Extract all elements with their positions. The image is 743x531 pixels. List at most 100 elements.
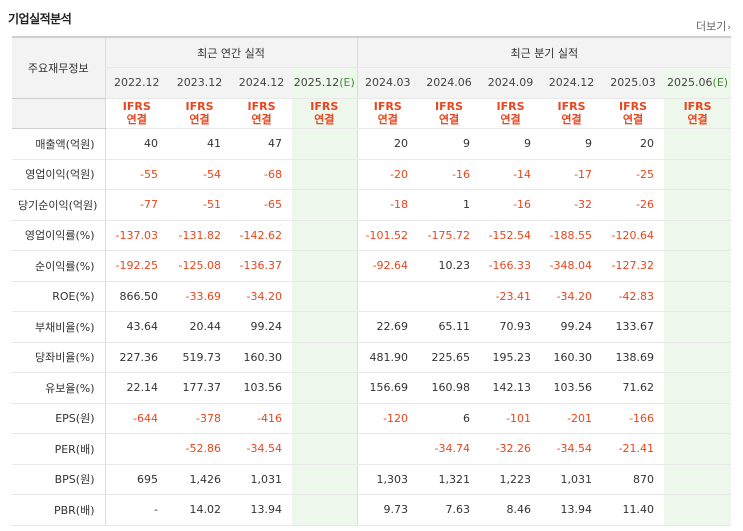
ifrs-badge: IFRS 연결	[541, 98, 603, 129]
table-cell	[418, 281, 481, 312]
table-cell	[664, 402, 732, 434]
table-cell: 1,031	[231, 464, 292, 495]
table-cell	[292, 250, 358, 282]
table-cell	[292, 402, 358, 434]
table-cell: -175.72	[418, 219, 481, 251]
period-header: 2025.03	[602, 67, 665, 99]
table-cell	[292, 342, 358, 373]
ifrs-label-cell	[12, 98, 105, 129]
table-cell: -101	[480, 402, 542, 434]
table-cell: -166	[602, 402, 665, 434]
ifrs-text: IFRS	[435, 100, 464, 114]
table-cell: 99.24	[231, 311, 292, 343]
table-cell	[664, 494, 732, 526]
ifrs-text: IFRS	[122, 100, 151, 114]
chevron-right-icon: ›	[727, 23, 731, 33]
table-cell: -34.74	[418, 433, 481, 465]
table-cell: 1,031	[541, 464, 603, 495]
table-cell: 43.64	[104, 311, 168, 343]
table-cell: 481.90	[356, 342, 419, 373]
table-cell: -65	[231, 189, 292, 221]
row-label: 부채비율(%)	[12, 311, 105, 343]
table-cell: 11.40	[602, 494, 665, 526]
table-cell: 1,426	[168, 464, 231, 495]
table-row: 영업이익(억원) -55 -54 -68 -20 -16 -14 -17 -25	[12, 159, 732, 190]
table-cell	[664, 281, 732, 312]
ifrs-text: IFRS	[557, 100, 586, 114]
table-cell	[292, 311, 358, 343]
table-cell: 142.13	[480, 372, 542, 404]
period-header: 2023.12	[168, 67, 231, 99]
table-cell	[292, 128, 358, 160]
table-row: ROE(%) 866.50 -33.69 -34.20 -23.41 -34.20 -42.…	[12, 281, 732, 312]
row-label: BPS(원)	[12, 464, 105, 495]
table-cell: 22.14	[104, 372, 168, 404]
period-header: 2024.12	[231, 67, 292, 99]
table-cell: -127.32	[602, 250, 665, 282]
table-cell: 519.73	[168, 342, 231, 373]
table-cell	[292, 189, 358, 221]
table-cell: -26	[602, 189, 665, 221]
row-label: EPS(원)	[12, 402, 105, 434]
consolidated-text: 연결	[126, 113, 147, 127]
row-label: PER(배)	[12, 433, 105, 465]
table-cell: -52.86	[168, 433, 231, 465]
period-header: 2024.12	[541, 67, 603, 99]
ifrs-text: IFRS	[185, 100, 214, 114]
row-label: 영업이익률(%)	[12, 219, 105, 251]
table-cell: -131.82	[168, 219, 231, 251]
table-cell	[664, 159, 732, 190]
table-cell: 227.36	[104, 342, 168, 373]
table-cell: -51	[168, 189, 231, 221]
table-row: 매출액(억원) 40 41 47 20 9 9 9 20	[12, 128, 732, 160]
table-cell: 1,223	[480, 464, 542, 495]
ifrs-badge: IFRS 연결	[418, 98, 481, 129]
table-cell: -33.69	[168, 281, 231, 312]
table-row: 부채비율(%) 43.64 20.44 99.24 22.69 65.11 70.93 99.…	[12, 311, 732, 343]
table-cell: -32.26	[480, 433, 542, 465]
ifrs-text: IFRS	[683, 100, 712, 114]
table-cell: 7.63	[418, 494, 481, 526]
table-cell: -34.54	[231, 433, 292, 465]
table-cell: 138.69	[602, 342, 665, 373]
table-cell: 40	[104, 128, 168, 160]
consolidated-text: 연결	[251, 113, 272, 127]
table-cell: -101.52	[356, 219, 419, 251]
table-cell	[292, 372, 358, 404]
row-label: 영업이익(억원)	[12, 159, 105, 190]
table-cell	[664, 433, 732, 465]
table-cell: -378	[168, 402, 231, 434]
section-title: 기업실적분석	[8, 12, 72, 26]
ifrs-badge: IFRS 연결	[104, 98, 168, 129]
table-cell: 9	[541, 128, 603, 160]
table-cell: -416	[231, 402, 292, 434]
period-header: 2025.12(E)	[292, 67, 358, 99]
table-cell: 14.02	[168, 494, 231, 526]
period-header: 2024.09	[480, 67, 542, 99]
table-body: 매출액(억원) 40 41 47 20 9 9 9 20 영업이익(억원) -55 -54 -68 -20…	[12, 128, 732, 526]
table-cell: -16	[418, 159, 481, 190]
consolidated-text: 연결	[377, 113, 398, 127]
table-cell	[292, 281, 358, 312]
table-cell: 8.46	[480, 494, 542, 526]
table-cell	[104, 433, 168, 465]
period-header-row: 2022.12 2023.12 2024.12 2025.12(E) 2024.03 20…	[12, 67, 732, 99]
row-label: 당기순이익(억원)	[12, 189, 105, 221]
table-cell: -125.08	[168, 250, 231, 282]
consolidated-text: 연결	[687, 113, 708, 127]
table-cell: -120.64	[602, 219, 665, 251]
table-cell: 870	[602, 464, 665, 495]
ifrs-text: IFRS	[619, 100, 648, 114]
table-cell: 160.30	[541, 342, 603, 373]
table-cell: -142.62	[231, 219, 292, 251]
table-cell: -68	[231, 159, 292, 190]
table-cell: -192.25	[104, 250, 168, 282]
table-cell: 70.93	[480, 311, 542, 343]
ifrs-badge: IFRS 연결	[356, 98, 419, 129]
more-link[interactable]: 더보기›	[696, 18, 731, 34]
ifrs-text: IFRS	[247, 100, 276, 114]
table-row: BPS(원) 695 1,426 1,031 1,303 1,321 1,223 1,031 8…	[12, 464, 732, 495]
table-cell: 160.98	[418, 372, 481, 404]
estimate-mark: (E)	[339, 76, 355, 90]
table-cell: -17	[541, 159, 603, 190]
